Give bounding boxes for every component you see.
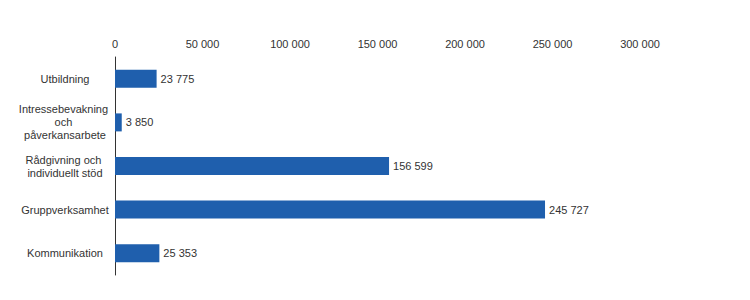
svg-text:100 000: 100 000 (270, 38, 310, 50)
svg-text:Rådgivning och: Rådgivning och (26, 154, 105, 166)
svg-text:200 000: 200 000 (445, 38, 485, 50)
svg-text:Kommunikation: Kommunikation (27, 247, 103, 259)
svg-text:250 000: 250 000 (533, 38, 573, 50)
svg-text:300 000: 300 000 (620, 38, 660, 50)
svg-text:156 599: 156 599 (393, 160, 433, 172)
svg-text:påverkansarbete: påverkansarbete (24, 129, 106, 141)
svg-text:50 000: 50 000 (186, 38, 220, 50)
svg-text:245 727: 245 727 (549, 204, 589, 216)
svg-text:och: och (55, 116, 76, 128)
svg-text:Gruppverksamhet: Gruppverksamhet (21, 204, 108, 216)
svg-text:individuellt stöd: individuellt stöd (27, 167, 102, 179)
svg-text:150 000: 150 000 (358, 38, 398, 50)
svg-text:Intressebevakning: Intressebevakning (19, 103, 111, 115)
svg-text:23 775: 23 775 (161, 73, 195, 85)
svg-text:Utbildning: Utbildning (41, 73, 90, 85)
svg-text:3 850: 3 850 (126, 116, 154, 128)
svg-text:25 353: 25 353 (163, 247, 197, 259)
svg-text:0: 0 (112, 38, 118, 50)
